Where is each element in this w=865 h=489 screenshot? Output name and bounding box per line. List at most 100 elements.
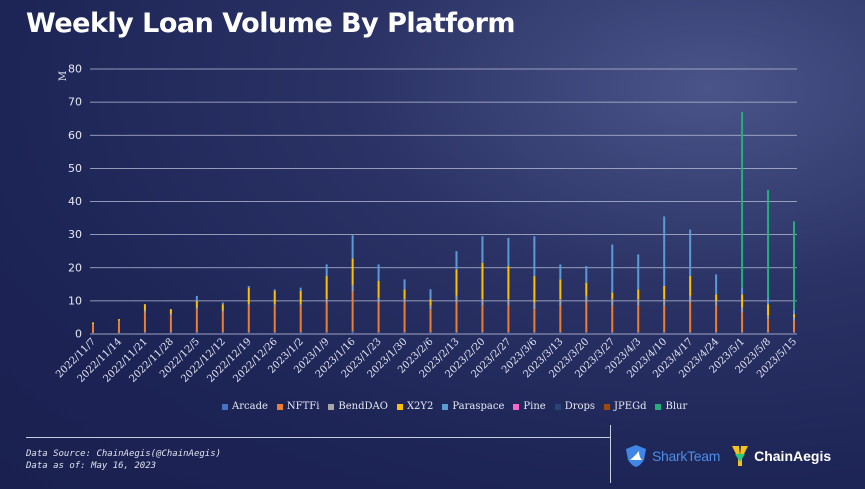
bar-segment-x2y2	[247, 287, 250, 305]
legend-swatch	[655, 403, 662, 410]
bar-segment-benddao	[559, 299, 562, 306]
bar-segment-paraspace	[351, 235, 354, 259]
bar-segment-benddao	[169, 314, 172, 316]
footer-source: Data Source: ChainAegis(@ChainAegis) Dat…	[26, 448, 221, 472]
legend-label: NFTFi	[286, 401, 320, 412]
bar-segment-nftfi	[585, 302, 588, 333]
chainaegis-logo-text: ChainAegis	[754, 448, 832, 464]
bar-segment-arcade	[637, 332, 640, 334]
legend-swatch	[442, 403, 449, 410]
chainaegis-mark-icon	[732, 446, 749, 466]
bar-segment-arcade	[507, 332, 510, 334]
bar-segment-arcade	[221, 332, 224, 334]
legend-item-paraspace[interactable]: Paraspace	[442, 401, 504, 412]
bar-segment-arcade	[273, 332, 276, 334]
bar-segment-nftfi	[533, 309, 536, 333]
bar-segment-paraspace	[611, 244, 614, 293]
bar-segment-paraspace	[585, 266, 588, 283]
bar-segment-paraspace	[793, 309, 795, 315]
data-source-text: Data Source: ChainAegis(@ChainAegis)	[26, 449, 222, 459]
bar-segment-x2y2	[299, 290, 302, 305]
legend-item-drops[interactable]: Drops	[554, 401, 595, 412]
bar-segment-benddao	[195, 307, 198, 310]
bar-segment-benddao	[637, 299, 640, 306]
legend-item-arcade[interactable]: Arcade	[222, 401, 268, 412]
bar-segment-arcade	[169, 332, 172, 334]
legend-item-jpegd[interactable]: JPEGd	[604, 401, 646, 412]
y-axis-label: M	[58, 71, 69, 81]
bar-segment-arcade	[299, 332, 302, 334]
y-tick-label: 40	[68, 195, 82, 208]
bar-segment-benddao	[221, 310, 224, 313]
bar-segment-arcade	[663, 332, 666, 334]
legend-swatch	[513, 403, 520, 410]
legend-label: Pine	[523, 401, 546, 412]
bar-segment-blur	[767, 189, 770, 298]
legend-label: X2Y2	[406, 401, 434, 412]
y-tick-label: 0	[75, 328, 82, 341]
bar-segment-paraspace	[299, 287, 302, 291]
chart-legend: Arcade NFTFi BendDAO X2Y2 Paraspace Pine Drops…	[222, 401, 687, 412]
legend-item-nftfi[interactable]: NFTFi	[276, 401, 320, 412]
bar-segment-benddao	[741, 307, 744, 313]
bar-segment-arcade	[92, 333, 94, 334]
bar-segment-x2y2	[377, 281, 380, 298]
bar-segment-paraspace	[767, 297, 770, 305]
bar-segment-arcade	[689, 332, 692, 334]
bar-segment-nftfi	[377, 302, 380, 333]
bar-segment-benddao	[663, 299, 666, 306]
bar-segment-x2y2	[455, 269, 458, 296]
bar-segment-nftfi	[403, 302, 406, 333]
bar-segment-x2y2	[637, 289, 640, 300]
bar-segment-nftfi	[767, 319, 770, 333]
bar-segment-nftfi	[299, 305, 302, 333]
x-axis-tick-labels: 2022/11/72022/11/142022/11/212022/11/282…	[54, 336, 799, 385]
bar-segment-benddao	[585, 295, 588, 303]
y-axis-tick-labels: 0 10 20 30 40 50 60 70 80	[68, 63, 82, 341]
bar-segment-x2y2	[741, 294, 744, 308]
bar-segment-benddao	[481, 299, 484, 306]
bar-segment-nftfi	[247, 305, 250, 333]
y-tick-label: 80	[68, 63, 82, 76]
legend-item-blur[interactable]: Blur	[655, 401, 687, 412]
bar-segment-x2y2	[611, 292, 614, 300]
bar-segment-nftfi	[221, 312, 224, 333]
bar-segment-benddao	[273, 304, 276, 306]
bar-segment-benddao	[533, 302, 536, 310]
bar-segment-paraspace	[195, 295, 198, 301]
bar-segment-arcade	[715, 332, 718, 334]
bar-segment-arcade	[403, 332, 406, 334]
chart-bars	[92, 112, 795, 334]
bar-segment-benddao	[299, 304, 302, 306]
bar-segment-nftfi	[92, 324, 94, 334]
bar-segment-benddao	[92, 324, 94, 325]
bar-segment-x2y2	[689, 276, 692, 296]
chainaegis-logo[interactable]: ChainAegis	[730, 444, 831, 468]
chart-canvas: 0 10 20 30 40 50 60 70 80 2022/11/72022/11/14202…	[54, 63, 799, 385]
bar-segment-x2y2	[403, 289, 406, 300]
y-tick-label: 30	[68, 228, 82, 241]
bar-segment-nftfi	[143, 312, 146, 333]
legend-swatch	[554, 403, 561, 410]
footer-logos: SharkTeam ChainAegis	[624, 444, 831, 468]
sharkteam-logo[interactable]: SharkTeam	[624, 444, 720, 468]
bar-segment-paraspace	[741, 287, 744, 295]
shark-fin-icon	[626, 445, 646, 467]
bar-segment-x2y2	[715, 294, 718, 301]
bar-segment-arcade	[741, 332, 744, 334]
bar-segment-nftfi	[195, 309, 198, 333]
bar-segment-arcade	[117, 333, 120, 334]
bar-segment-nftfi	[611, 305, 614, 333]
bar-segment-benddao	[247, 304, 250, 306]
legend-item-x2y2[interactable]: X2Y2	[396, 401, 434, 412]
legend-item-benddao[interactable]: BendDAO	[328, 401, 388, 412]
legend-item-pine[interactable]: Pine	[513, 401, 546, 412]
bar-segment-benddao	[351, 284, 354, 292]
bar-segment-paraspace	[689, 229, 692, 277]
bar-segment-nftfi	[429, 309, 432, 333]
bar-segment-benddao	[117, 320, 120, 322]
bar-segment-benddao	[767, 315, 770, 320]
bar-segment-x2y2	[117, 319, 120, 321]
bar-segment-benddao	[143, 310, 146, 313]
bar-segment-blur	[741, 112, 744, 288]
